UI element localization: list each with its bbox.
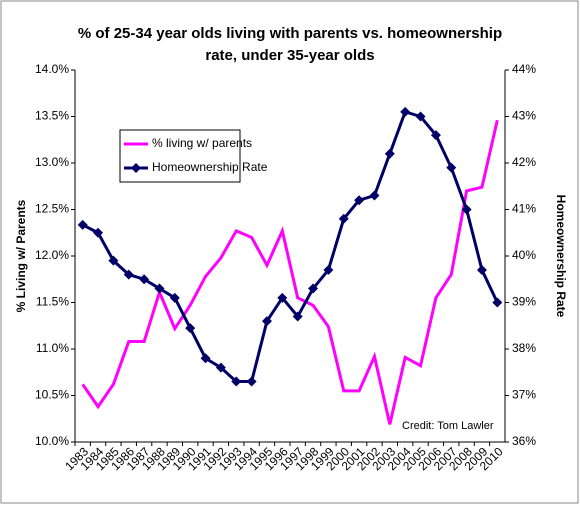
point-marker: [292, 311, 303, 322]
y-axis-title: % Living w/ Parents: [14, 199, 28, 312]
point-marker: [215, 362, 226, 373]
y2-tick-label: 36%: [512, 434, 536, 448]
point-marker: [461, 204, 472, 215]
series-line: [81, 110, 499, 384]
point-marker: [384, 148, 395, 159]
legend-box: [119, 129, 241, 183]
point-marker: [93, 227, 104, 238]
y-tick-label: 11.5%: [36, 295, 69, 309]
point-marker: [400, 106, 411, 117]
point-marker: [369, 190, 380, 201]
y-tick-label: 11.0%: [36, 341, 69, 355]
legend-marker: [131, 163, 141, 173]
point-marker: [154, 283, 165, 294]
point-marker: [476, 264, 487, 275]
chart-title: rate, under 35-year olds: [205, 47, 374, 64]
y2-tick-label: 42%: [512, 155, 536, 169]
y2-tick-label: 43%: [512, 109, 536, 123]
point-marker: [77, 219, 88, 230]
annotation: Credit: Tom Lawler: [402, 420, 494, 432]
point-marker: [139, 274, 150, 285]
y2-tick-label: 37%: [512, 388, 536, 402]
series-line: [81, 119, 499, 425]
legend-label: % living w/ parents: [152, 136, 252, 150]
y2-tick-label: 39%: [512, 295, 536, 309]
y-tick-label: 13.5%: [35, 109, 69, 123]
y2-axis-title: Homeownership Rate: [554, 195, 568, 318]
point-marker: [246, 376, 257, 387]
y-tick-label: 14.0%: [35, 62, 69, 76]
point-marker: [200, 353, 211, 364]
point-marker: [430, 130, 441, 141]
y-tick-label: 10.5%: [35, 388, 69, 402]
y2-tick-label: 41%: [512, 202, 536, 216]
point-marker: [277, 292, 288, 303]
point-marker: [446, 162, 457, 173]
point-marker: [323, 264, 334, 275]
y2-tick-label: 38%: [512, 341, 536, 355]
point-marker: [231, 376, 242, 387]
y2-tick-label: 40%: [512, 248, 536, 262]
point-marker: [123, 269, 134, 280]
chart-title: % of 25-34 year olds living with parents…: [78, 25, 502, 42]
point-marker: [308, 283, 319, 294]
point-marker: [492, 297, 503, 308]
y-tick-label: 10.0%: [35, 434, 69, 448]
point-marker: [108, 255, 119, 266]
point-marker: [185, 323, 196, 334]
y2-tick-label: 44%: [512, 62, 536, 76]
y-tick-label: 12.5%: [35, 202, 69, 216]
point-marker: [261, 316, 272, 327]
point-marker: [354, 195, 365, 206]
legend-label: Homeownership Rate: [152, 160, 268, 174]
point-marker: [338, 213, 349, 224]
point-marker: [415, 111, 426, 122]
y-tick-label: 13.0%: [35, 155, 69, 169]
y-tick-label: 12.0%: [35, 248, 69, 262]
point-marker: [169, 292, 180, 303]
